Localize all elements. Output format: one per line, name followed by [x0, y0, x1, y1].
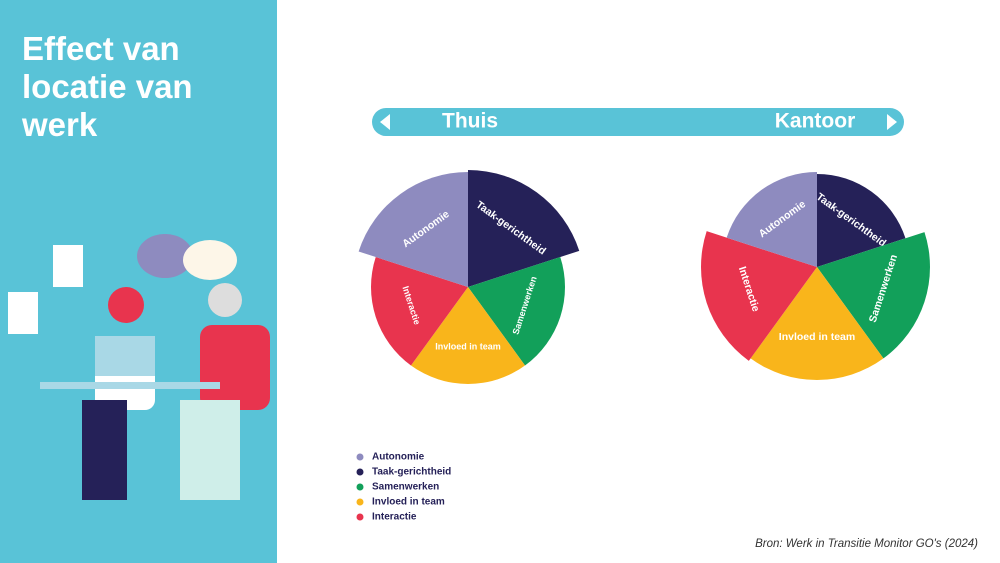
person-legs	[180, 400, 240, 500]
illustration	[8, 234, 270, 500]
side-panel: Effect van locatie van werk	[0, 0, 277, 563]
sector-label: Invloed in team	[779, 331, 855, 343]
sector-label: Invloed in team	[435, 342, 501, 352]
sector	[371, 257, 468, 366]
legend-swatch	[356, 498, 364, 506]
note	[8, 292, 38, 334]
legend-swatch	[356, 453, 364, 461]
arrow-right	[887, 114, 897, 130]
arrow-left	[380, 114, 390, 130]
chart-title: Kantoor	[775, 110, 856, 133]
legend-label: Samenwerken	[372, 482, 439, 493]
person-head	[208, 283, 242, 317]
legend-swatch	[356, 513, 364, 521]
sector	[817, 174, 906, 267]
slide-title: Effect van locatie van werk	[22, 30, 193, 143]
note	[53, 245, 83, 287]
table	[40, 382, 220, 389]
legend-swatch	[356, 468, 364, 476]
sector	[726, 172, 817, 267]
source-note: Bron: Werk in Transitie Monitor GO's (20…	[755, 538, 978, 550]
legend-label: Interactie	[372, 512, 417, 523]
speech-bubble	[183, 240, 237, 280]
scale-bar	[372, 108, 904, 136]
laptop	[95, 336, 155, 376]
sector	[468, 170, 580, 287]
sector	[358, 172, 468, 287]
legend-swatch	[356, 483, 364, 491]
sector	[410, 287, 526, 384]
legend-label: Taak-gerichtheid	[372, 467, 451, 478]
legend-label: Invloed in team	[372, 497, 445, 508]
legend-label: Autonomie	[372, 452, 425, 463]
sector	[468, 257, 565, 366]
sector	[750, 267, 884, 381]
sector	[817, 232, 930, 359]
sector	[701, 231, 817, 361]
chart-title: Thuis	[442, 110, 498, 133]
person-head	[108, 287, 144, 323]
person-legs	[82, 400, 127, 500]
speech-bubble	[137, 234, 193, 278]
